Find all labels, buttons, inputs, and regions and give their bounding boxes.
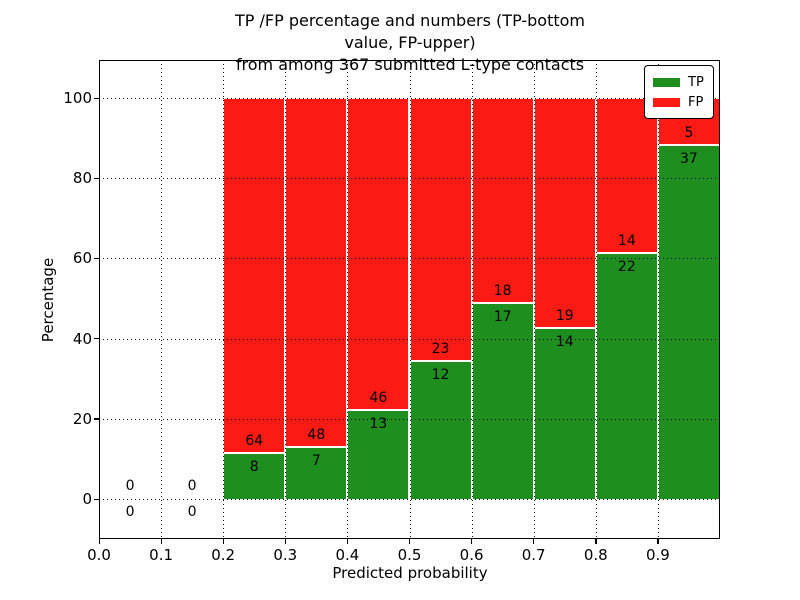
fp-bar-segment xyxy=(224,98,285,455)
tp-count-label: 0 xyxy=(125,504,135,520)
stacked-bar xyxy=(472,98,533,499)
fp-count-label: 0 xyxy=(125,478,135,494)
chart-title: TP /FP percentage and numbers (TP-bottom… xyxy=(234,11,585,74)
tp-color-swatch xyxy=(653,77,680,87)
tp-bar-segment xyxy=(596,253,657,499)
tp-count-label: 0 xyxy=(187,504,197,520)
legend-label-fp: FP xyxy=(688,94,704,110)
tp-count-label: 14 xyxy=(555,333,574,350)
legend-item-fp: FP xyxy=(653,92,705,112)
fp-count-label: 0 xyxy=(187,478,197,494)
fp-bar-segment xyxy=(596,98,657,254)
y-tick xyxy=(94,338,99,340)
stacked-bar xyxy=(286,98,347,499)
stacked-bar xyxy=(658,98,719,499)
x-tick xyxy=(98,539,100,544)
x-tick-label: 0.0 xyxy=(87,546,111,564)
tp-bar-segment xyxy=(472,304,533,499)
x-gridline xyxy=(657,60,659,539)
y-tick-label: 20 xyxy=(72,409,92,428)
stacked-bar xyxy=(224,98,285,499)
x-tick-label: 0.3 xyxy=(273,546,298,564)
fp-count-label: 18 xyxy=(493,283,512,300)
x-tick-label: 0.5 xyxy=(397,546,422,564)
y-axis-label: Percentage xyxy=(39,257,57,343)
fp-bar-segment xyxy=(348,98,409,411)
fp-count-label: 23 xyxy=(431,340,450,357)
y-tick-label: 40 xyxy=(72,329,92,348)
x-tick-label: 0.7 xyxy=(521,546,546,564)
x-tick xyxy=(533,539,535,544)
fp-bar-segment xyxy=(534,98,595,329)
fp-count-label: 64 xyxy=(245,433,264,450)
legend: TP FP xyxy=(644,65,714,119)
x-tick xyxy=(409,539,411,544)
x-tick xyxy=(222,539,224,544)
tp-bar-segment xyxy=(658,145,719,499)
fp-bar-segment xyxy=(286,98,347,448)
x-tick-label: 0.6 xyxy=(459,546,484,564)
fp-color-swatch xyxy=(653,97,680,107)
y-tick xyxy=(94,177,99,179)
stacked-bar xyxy=(348,98,409,499)
x-gridline xyxy=(595,60,597,539)
stacked-bar xyxy=(596,98,657,499)
x-tick-label: 0.8 xyxy=(583,546,608,564)
fp-count-label: 48 xyxy=(307,426,326,443)
tp-bar-segment xyxy=(410,361,471,499)
y-tick-label: 0 xyxy=(82,490,92,508)
x-gridline xyxy=(533,60,535,539)
x-gridline xyxy=(347,60,349,539)
x-tick xyxy=(284,539,287,544)
x-gridline xyxy=(285,60,287,539)
tp-count-label: 17 xyxy=(493,309,512,326)
tp-count-label: 7 xyxy=(311,452,321,469)
stacked-bar xyxy=(410,98,471,499)
y-tick xyxy=(94,257,99,260)
x-tick xyxy=(346,539,349,544)
x-tick-label: 0.4 xyxy=(335,546,360,564)
x-tick-label: 0.1 xyxy=(149,546,174,564)
tp-count-label: 8 xyxy=(249,459,259,476)
tp-bar-segment xyxy=(286,447,347,499)
fp-count-label: 46 xyxy=(369,389,388,406)
x-gridline xyxy=(409,60,411,539)
x-gridline xyxy=(161,60,163,539)
tp-count-label: 37 xyxy=(680,150,698,167)
x-tick xyxy=(160,539,162,544)
fp-bar-segment xyxy=(472,98,533,305)
tp-count-label: 13 xyxy=(369,415,388,432)
stacked-bar xyxy=(534,98,595,499)
fp-count-label: 19 xyxy=(555,307,574,324)
y-tick xyxy=(94,418,99,420)
x-axis-label: Predicted probability xyxy=(332,564,488,582)
tp-bar-segment xyxy=(224,454,285,499)
tp-count-label: 12 xyxy=(431,366,450,383)
axes-spine xyxy=(99,60,720,539)
x-gridline xyxy=(223,60,225,539)
y-tick xyxy=(94,97,99,99)
legend-item-tp: TP xyxy=(653,72,705,92)
tp-bar-segment xyxy=(534,328,595,499)
fp-count-label: 14 xyxy=(617,232,636,249)
x-tick xyxy=(657,539,659,544)
x-tick-label: 0.2 xyxy=(211,546,236,564)
tp-count-label: 22 xyxy=(617,258,636,275)
y-tick-label: 80 xyxy=(72,169,92,188)
x-tick xyxy=(595,539,597,544)
tp-bar-segment xyxy=(348,410,409,499)
y-tick-label: 100 xyxy=(63,89,92,107)
legend-label-tp: TP xyxy=(688,74,704,90)
fp-count-label: 5 xyxy=(684,124,694,141)
y-tick-label: 60 xyxy=(72,249,92,268)
x-gridline xyxy=(471,60,473,539)
x-tick-label: 0.9 xyxy=(645,546,670,564)
x-tick xyxy=(471,539,473,544)
fp-bar-segment xyxy=(410,98,471,362)
y-tick xyxy=(94,498,99,500)
